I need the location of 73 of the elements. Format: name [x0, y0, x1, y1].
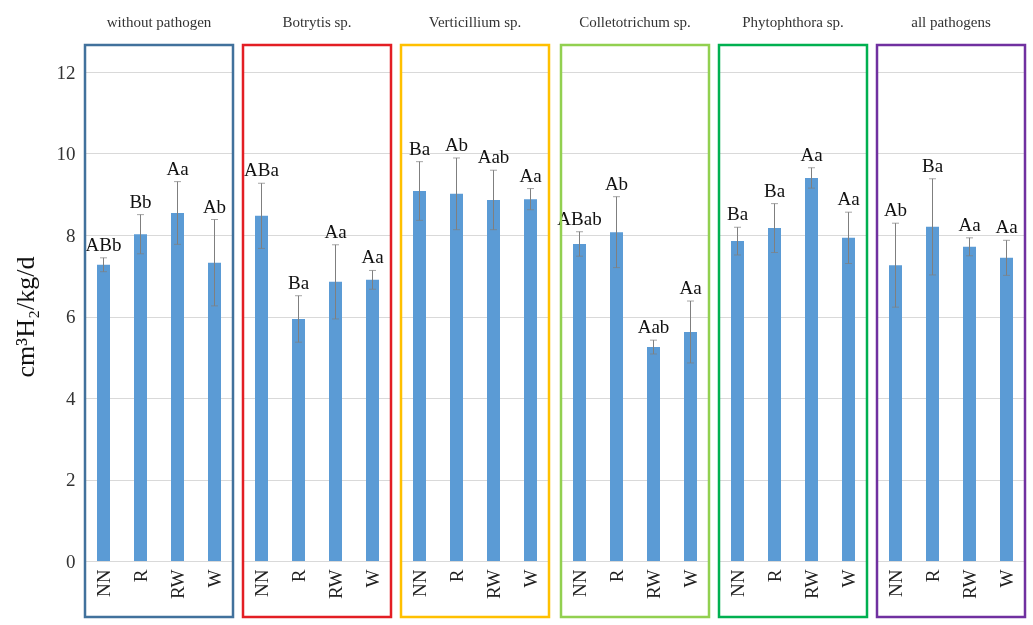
bar: [366, 279, 379, 561]
x-tick-label: W: [995, 569, 1017, 588]
data-label: Aa: [800, 143, 824, 165]
x-tick-label: R: [921, 569, 943, 583]
bar: [292, 318, 305, 561]
data-label: Aa: [679, 277, 703, 299]
data-label: Aa: [995, 216, 1019, 238]
bar: [573, 243, 586, 561]
chart-title: all pathogens: [911, 13, 991, 30]
x-tick-label: RW: [482, 569, 504, 600]
y-tick-label: 2: [66, 469, 76, 490]
x-tick-label: W: [361, 569, 383, 588]
data-label: Ab: [202, 195, 227, 217]
bar: [610, 232, 623, 561]
chart-title: Phytophthora sp.: [742, 13, 844, 30]
x-tick-label: RW: [642, 569, 664, 600]
x-tick-label: R: [763, 569, 785, 583]
data-label: Aa: [837, 188, 861, 210]
data-label: Ab: [604, 172, 629, 194]
data-label: ABa: [244, 159, 280, 181]
y-tick-label: 8: [66, 224, 76, 246]
data-label: Aa: [958, 213, 982, 235]
data-label: Ba: [287, 271, 310, 293]
x-tick-label: NN: [884, 569, 906, 597]
data-label: Aab: [637, 316, 670, 338]
bar: [329, 281, 342, 561]
y-tick-label: 6: [66, 306, 76, 327]
data-label: Ab: [883, 199, 908, 221]
bar: [208, 262, 221, 561]
x-tick-label: R: [605, 569, 627, 583]
data-label: Ba: [921, 154, 944, 176]
y-tick-label: 12: [56, 61, 76, 83]
x-tick-label: NN: [726, 569, 748, 597]
bar: [171, 213, 184, 561]
data-label: Aa: [361, 246, 385, 268]
data-label: Aa: [166, 157, 190, 179]
x-tick-label: NN: [568, 569, 590, 597]
x-tick-label: W: [203, 569, 225, 588]
data-label: Aab: [477, 146, 510, 168]
data-label: ABb: [85, 233, 122, 255]
chart-title: Botrytis sp.: [282, 13, 352, 30]
x-tick-label: W: [679, 569, 701, 588]
x-tick-label: NN: [250, 569, 272, 597]
x-tick-label: NN: [408, 569, 430, 597]
x-tick-label: R: [445, 569, 467, 583]
bar: [647, 347, 660, 561]
x-tick-label: NN: [92, 569, 114, 597]
bar: [255, 215, 268, 561]
bar: [97, 264, 110, 561]
y-axis-title: cm³H₂/kg/d: [10, 256, 40, 378]
y-tick-label: 0: [66, 550, 76, 572]
x-tick-label: RW: [958, 569, 980, 600]
bar: [684, 331, 697, 561]
data-label: Ba: [763, 179, 786, 201]
y-tick-label: 4: [66, 387, 76, 409]
x-tick-label: W: [837, 569, 859, 588]
bar: [134, 234, 147, 561]
x-tick-label: R: [287, 569, 309, 583]
y-tick-label: 10: [56, 143, 76, 164]
x-tick-label: RW: [800, 569, 822, 600]
data-label: Aa: [519, 164, 543, 186]
chart-title: without pathogen: [106, 13, 212, 30]
x-tick-label: RW: [324, 569, 346, 600]
chart-title: Colletotrichum sp.: [579, 13, 691, 30]
chart-title: Verticillium sp.: [428, 13, 522, 30]
x-tick-label: RW: [166, 569, 188, 600]
data-label: Ba: [726, 203, 749, 225]
x-tick-label: W: [519, 569, 541, 588]
x-tick-label: R: [129, 569, 151, 583]
data-label: Ab: [444, 133, 469, 155]
data-label: Aa: [324, 220, 348, 242]
data-label: Bb: [129, 190, 152, 212]
data-label: Ba: [408, 137, 431, 159]
